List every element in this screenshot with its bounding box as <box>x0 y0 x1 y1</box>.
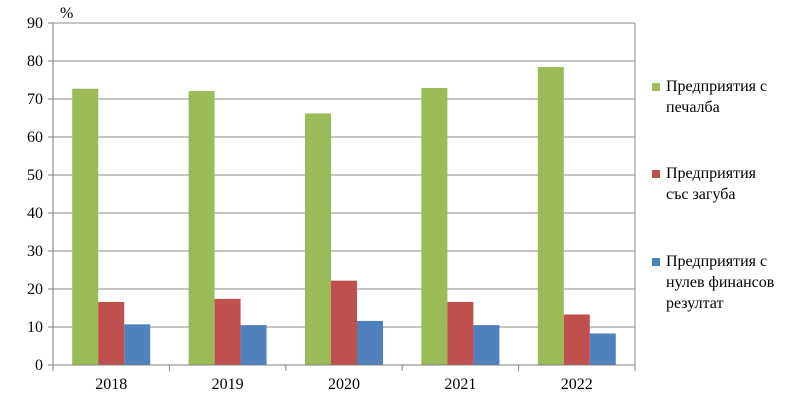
y-tick-label: 20 <box>27 281 43 298</box>
legend-label: нулев финансов <box>666 274 775 291</box>
bar <box>124 324 151 365</box>
bar <box>563 314 590 365</box>
x-tick-label: 2021 <box>444 376 476 393</box>
legend-entry: Предприятия с нулев финансов резултат <box>652 253 775 312</box>
y-tick-label: 30 <box>27 243 43 260</box>
y-tick-label: 90 <box>27 15 43 32</box>
legend-label: резултат <box>666 295 723 312</box>
bar <box>357 320 383 365</box>
legend-label: Предприятия <box>666 165 757 182</box>
axes: 0 10 20 30 40 50 60 70 80 90 2018 2019 2020 2021 2022 <box>27 15 636 393</box>
legend-label: със загуба <box>666 186 736 203</box>
bar <box>537 67 564 365</box>
legend-entry: Предприятия със загуба <box>652 165 757 203</box>
bars <box>72 67 616 366</box>
legend-swatch <box>652 258 660 266</box>
legend-label: Предприятия с <box>666 253 767 270</box>
y-tick-label: 60 <box>27 129 43 146</box>
x-tick-label: 2018 <box>95 376 127 393</box>
bar <box>589 333 616 365</box>
bar <box>98 301 125 365</box>
y-unit-label: % <box>60 5 73 22</box>
legend-label: Предприятия с <box>666 78 767 95</box>
y-tick-label: 40 <box>27 205 43 222</box>
x-tick-label: 2022 <box>561 376 593 393</box>
bar <box>72 88 99 366</box>
legend-swatch <box>652 170 660 178</box>
y-tick-label: 10 <box>27 319 43 336</box>
bar <box>447 301 474 365</box>
x-tick-label: 2020 <box>328 376 360 393</box>
x-tick-label: 2019 <box>212 376 244 393</box>
bar <box>473 325 500 365</box>
bar <box>188 91 215 366</box>
y-tick-label: 0 <box>35 357 43 374</box>
y-tick-label: 70 <box>27 91 43 108</box>
legend: Предприятия с печалба Предприятия със загуб… <box>652 78 775 312</box>
legend-entry: Предприятия с печалба <box>652 78 767 116</box>
legend-label: печалба <box>666 99 720 116</box>
legend-swatch <box>652 83 660 91</box>
bar <box>331 280 357 365</box>
bar <box>421 87 448 365</box>
bar <box>240 325 267 365</box>
y-tick-label: 80 <box>27 53 43 70</box>
y-tick-label: 50 <box>27 167 43 184</box>
bar <box>305 113 331 365</box>
bar <box>214 298 241 365</box>
